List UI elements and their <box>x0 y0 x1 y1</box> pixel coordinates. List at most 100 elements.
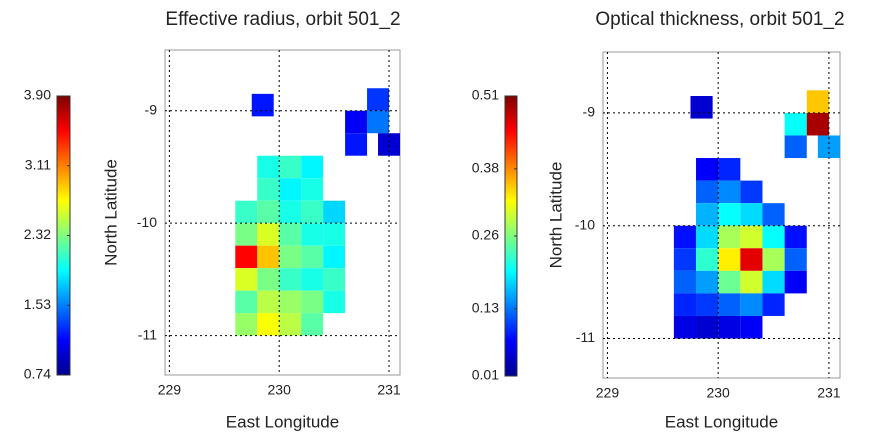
heat-cell <box>696 248 719 271</box>
heat-cell <box>784 270 807 294</box>
heat-cell <box>718 270 741 294</box>
heat-cell <box>817 135 840 159</box>
heat-cell <box>367 110 390 134</box>
heat-cell <box>784 112 807 136</box>
heat-cell <box>235 313 258 336</box>
y-tick-label: -9 <box>583 104 596 120</box>
heat-cell <box>673 248 697 271</box>
heat-cell <box>257 290 280 314</box>
heat-cell <box>762 293 785 316</box>
x-axis-label: East Longitude <box>226 412 339 431</box>
x-tick-label: 231 <box>377 382 401 398</box>
heat-cell <box>762 248 785 271</box>
heat-cell <box>235 290 258 314</box>
heat-cell <box>673 293 697 316</box>
heat-cell <box>279 313 302 336</box>
heat-cell <box>301 200 324 224</box>
heat-cell <box>257 268 280 291</box>
heat-cell <box>279 155 302 179</box>
heat-cell <box>301 245 324 269</box>
x-tick-label: 229 <box>158 382 182 398</box>
heat-cell <box>740 180 763 204</box>
heat-cell <box>378 133 400 156</box>
colorbar-tick-label: 0.51 <box>472 87 499 103</box>
heat-cell <box>718 293 741 316</box>
colorbar-tick-label: 0.01 <box>472 367 499 383</box>
heat-cell <box>718 248 741 271</box>
colorbar-tick-label: 3.90 <box>24 87 51 103</box>
heat-cell <box>257 313 280 336</box>
colorbar-tick-label: 0.38 <box>472 160 499 176</box>
colorbar-tick-label: 2.32 <box>24 226 51 242</box>
heat-cell <box>696 180 719 204</box>
y-tick-label: -10 <box>137 214 157 230</box>
heat-cell <box>301 155 324 179</box>
heat-cell <box>696 158 719 181</box>
heat-cell <box>279 268 302 291</box>
colorbar-tick-label: 3.11 <box>25 156 51 172</box>
heat-cell <box>740 315 763 339</box>
heat-cell <box>301 178 324 201</box>
heat-cell <box>673 270 697 294</box>
heat-cell <box>301 268 324 291</box>
heat-cell <box>784 225 807 249</box>
heat-cell <box>301 290 324 314</box>
heat-cell <box>784 248 807 271</box>
y-tick-label: -11 <box>138 326 157 342</box>
heat-cell <box>257 178 280 201</box>
heat-cell <box>740 225 763 249</box>
heat-cell <box>235 245 258 269</box>
heat-cell <box>323 268 346 291</box>
colorbar-tick-label: 0.26 <box>472 227 499 243</box>
y-axis-label: North Latitude <box>101 159 120 266</box>
heat-cell <box>279 223 302 246</box>
heat-cell <box>718 225 741 249</box>
heat-cell <box>762 225 785 249</box>
heat-cell <box>257 245 280 269</box>
heat-cell <box>696 315 719 339</box>
heat-cell <box>257 155 280 179</box>
heat-cell <box>235 268 258 291</box>
heat-cell <box>690 95 713 119</box>
heat-cell <box>235 200 258 224</box>
x-tick-label: 229 <box>596 385 620 401</box>
heat-cell <box>762 270 785 294</box>
heat-cell <box>345 133 368 156</box>
x-tick-label: 230 <box>268 382 292 398</box>
colorbar-tick-label: 0.74 <box>24 366 51 382</box>
chart-title: Optical thickness, orbit 501_2 <box>595 9 844 30</box>
heat-cell <box>718 315 741 339</box>
heat-cell <box>673 315 697 339</box>
heat-cell <box>740 270 763 294</box>
colorbar-tick-label: 1.53 <box>24 296 51 312</box>
heat-cell <box>279 200 302 224</box>
heat-cell <box>323 245 346 269</box>
heat-cell <box>696 225 719 249</box>
heat-cell <box>696 203 719 226</box>
heat-cell <box>301 313 324 336</box>
heat-cell <box>762 203 785 226</box>
heat-cell <box>345 110 368 134</box>
heat-cell <box>323 223 346 246</box>
heat-cell <box>740 248 763 271</box>
heat-cell <box>718 203 741 226</box>
heat-cell <box>806 112 829 136</box>
heat-cell <box>301 223 324 246</box>
heat-cell <box>251 93 274 117</box>
y-tick-label: -9 <box>145 101 158 117</box>
x-tick-label: 231 <box>817 385 841 401</box>
x-tick-label: 230 <box>706 385 730 401</box>
heat-cell <box>235 223 258 246</box>
heat-cell <box>323 200 346 224</box>
heat-cell <box>696 270 719 294</box>
heat-cell <box>279 290 302 314</box>
heat-cell <box>673 225 697 249</box>
x-axis-label: East Longitude <box>665 412 778 431</box>
y-axis-label: North Latitude <box>546 162 565 269</box>
heat-cell <box>718 158 741 181</box>
y-tick-label: -11 <box>576 329 595 345</box>
heat-cell <box>279 245 302 269</box>
heat-cell <box>367 88 390 111</box>
heat-cell <box>718 180 741 204</box>
